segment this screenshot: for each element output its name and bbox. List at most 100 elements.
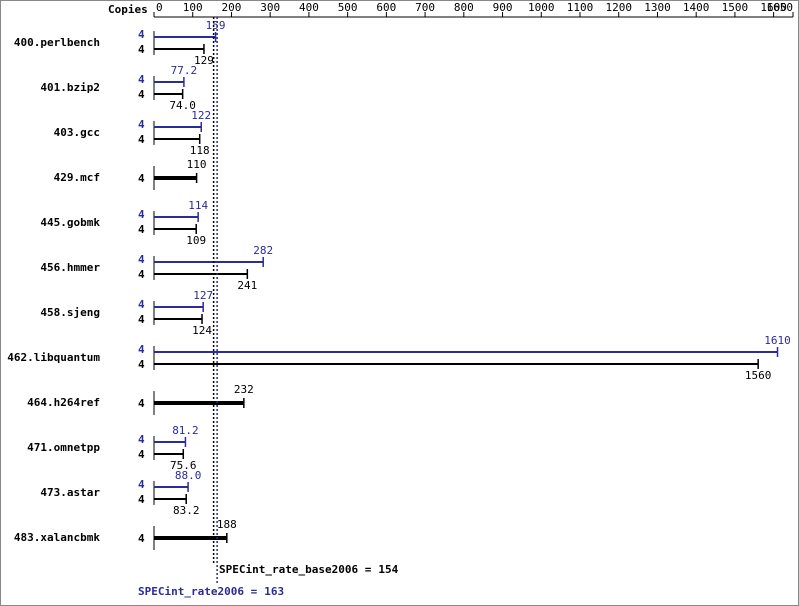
bar bbox=[154, 36, 216, 38]
x-tick-label: 800 bbox=[454, 1, 474, 14]
value-label: 110 bbox=[187, 158, 207, 171]
bar bbox=[154, 453, 184, 455]
bar bbox=[154, 261, 264, 263]
value-label: 81.2 bbox=[172, 424, 199, 437]
bar bbox=[154, 441, 186, 443]
copies: 4 bbox=[138, 43, 145, 56]
value-label: 118 bbox=[190, 144, 210, 157]
benchmark-label: 400.perlbench bbox=[14, 36, 100, 49]
bar bbox=[154, 176, 197, 180]
copies: 4 bbox=[138, 208, 145, 221]
x-tick-label: 1300 bbox=[644, 1, 671, 14]
benchmark-label: 462.libquantum bbox=[7, 351, 100, 364]
bar bbox=[154, 273, 248, 275]
x-tick-label: 1500 bbox=[722, 1, 749, 14]
value-label: 83.2 bbox=[173, 504, 200, 517]
value-label: 188 bbox=[217, 518, 237, 531]
value-label: 282 bbox=[253, 244, 273, 257]
benchmark-label: 471.omnetpp bbox=[27, 441, 100, 454]
x-tick-label: 700 bbox=[415, 1, 435, 14]
bar bbox=[154, 498, 187, 500]
value-label: 1610 bbox=[764, 334, 791, 347]
value-label: 241 bbox=[237, 279, 257, 292]
value-label: 109 bbox=[186, 234, 206, 247]
copies: 4 bbox=[138, 532, 145, 545]
x-tick-label: 1100 bbox=[567, 1, 594, 14]
value-label: 124 bbox=[192, 324, 212, 337]
value-label: 127 bbox=[193, 289, 213, 302]
bar bbox=[154, 93, 183, 95]
value-label: 232 bbox=[234, 383, 254, 396]
x-tick-label: 100 bbox=[183, 1, 203, 14]
copies: 4 bbox=[138, 358, 145, 371]
copies: 4 bbox=[138, 88, 145, 101]
x-tick-label: 900 bbox=[493, 1, 513, 14]
bar bbox=[154, 401, 244, 405]
bar bbox=[154, 306, 204, 308]
x-tick-label: 0 bbox=[156, 1, 163, 14]
value-label: 88.0 bbox=[175, 469, 202, 482]
reference-name: SPECint_rate_base2006 = bbox=[219, 563, 372, 576]
benchmark-label: 456.hmmer bbox=[40, 261, 100, 274]
benchmark-label: 445.gobmk bbox=[40, 216, 100, 229]
value-label: 122 bbox=[191, 109, 211, 122]
value-label: 129 bbox=[194, 54, 214, 67]
value-label: 114 bbox=[188, 199, 208, 212]
reference-value: 163 bbox=[264, 585, 284, 598]
copies: 4 bbox=[138, 223, 145, 236]
bar bbox=[154, 126, 202, 128]
bar bbox=[154, 351, 778, 353]
reference-label: SPECint_rate2006 = 163 bbox=[138, 585, 284, 598]
benchmark-label: 458.sjeng bbox=[40, 306, 100, 319]
reference-name: SPECint_rate2006 = bbox=[138, 585, 258, 598]
copies: 4 bbox=[138, 28, 145, 41]
copies: 4 bbox=[138, 118, 145, 131]
bar bbox=[154, 48, 204, 50]
bar bbox=[154, 536, 227, 540]
copies: 4 bbox=[138, 172, 145, 185]
x-tick-label: 600 bbox=[376, 1, 396, 14]
x-tick-label: 1400 bbox=[683, 1, 710, 14]
x-tick-label: 1600 bbox=[760, 1, 787, 14]
value-label: 75.6 bbox=[170, 459, 197, 472]
copies: 4 bbox=[138, 397, 145, 410]
x-tick-label: 400 bbox=[299, 1, 319, 14]
bar bbox=[154, 363, 759, 365]
copies: 4 bbox=[138, 268, 145, 281]
value-label: 1560 bbox=[745, 369, 772, 382]
copies: 4 bbox=[138, 343, 145, 356]
x-tick-label: 1650 bbox=[767, 1, 794, 14]
x-tick-label: 1000 bbox=[528, 1, 555, 14]
reference-label: SPECint_rate_base2006 = 154 bbox=[219, 563, 399, 576]
benchmark-label: 464.h264ref bbox=[27, 396, 100, 409]
value-label: 77.2 bbox=[171, 64, 198, 77]
benchmark-label: 401.bzip2 bbox=[40, 81, 100, 94]
copies: 4 bbox=[138, 133, 145, 146]
copies: 4 bbox=[138, 478, 145, 491]
reference-value: 154 bbox=[378, 563, 398, 576]
x-tick-label: 200 bbox=[222, 1, 242, 14]
bar bbox=[154, 318, 203, 320]
benchmark-label: 429.mcf bbox=[54, 171, 100, 184]
value-label: 159 bbox=[206, 19, 226, 32]
copies: 4 bbox=[138, 298, 145, 311]
benchmark-label: 403.gcc bbox=[54, 126, 100, 139]
copies: 4 bbox=[138, 313, 145, 326]
copies: 4 bbox=[138, 493, 145, 506]
x-tick-label: 300 bbox=[260, 1, 280, 14]
bar bbox=[154, 216, 199, 218]
bar bbox=[154, 81, 184, 83]
bar bbox=[154, 486, 189, 488]
x-tick-label: 500 bbox=[338, 1, 358, 14]
benchmark-label: 483.xalancbmk bbox=[14, 531, 100, 544]
x-tick-label: 1200 bbox=[605, 1, 632, 14]
copies: 4 bbox=[138, 433, 145, 446]
value-label: 74.0 bbox=[169, 99, 196, 112]
bar bbox=[154, 228, 197, 230]
benchmark-label: 473.astar bbox=[40, 486, 100, 499]
copies: 4 bbox=[138, 448, 145, 461]
copies: 4 bbox=[138, 253, 145, 266]
bar bbox=[154, 138, 200, 140]
